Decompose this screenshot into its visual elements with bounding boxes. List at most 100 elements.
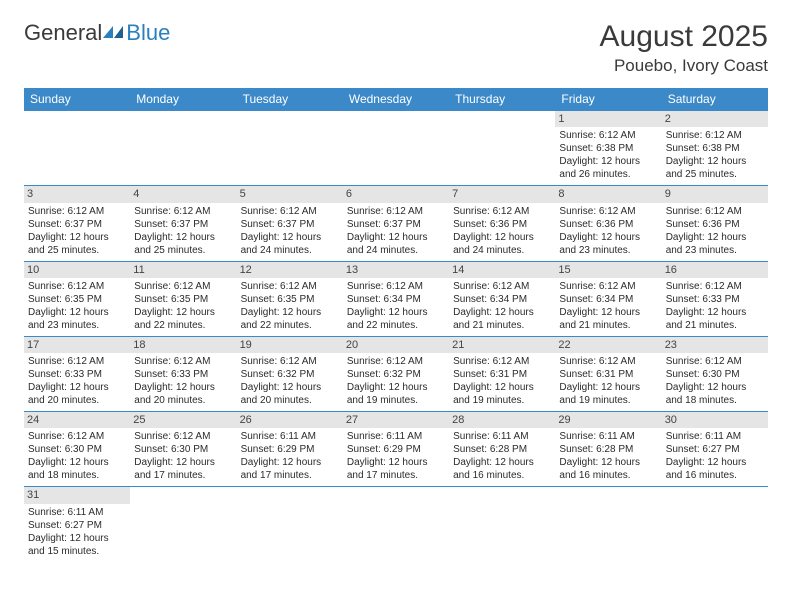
title-block: August 2025 Pouebo, Ivory Coast	[600, 20, 768, 76]
daylight-line-2: and 25 minutes.	[28, 244, 126, 257]
calendar-cell: 4Sunrise: 6:12 AMSunset: 6:37 PMDaylight…	[130, 186, 236, 261]
sunrise-line: Sunrise: 6:12 AM	[28, 205, 126, 218]
sunrise-line: Sunrise: 6:12 AM	[134, 355, 232, 368]
sunset-line: Sunset: 6:28 PM	[453, 443, 551, 456]
sunset-line: Sunset: 6:32 PM	[347, 368, 445, 381]
daylight-line-2: and 16 minutes.	[453, 469, 551, 482]
calendar-table: SundayMondayTuesdayWednesdayThursdayFrid…	[24, 88, 768, 562]
calendar-row: 17Sunrise: 6:12 AMSunset: 6:33 PMDayligh…	[24, 336, 768, 411]
calendar-cell: 16Sunrise: 6:12 AMSunset: 6:33 PMDayligh…	[662, 261, 768, 336]
calendar-cell: 17Sunrise: 6:12 AMSunset: 6:33 PMDayligh…	[24, 336, 130, 411]
calendar-cell: 9Sunrise: 6:12 AMSunset: 6:36 PMDaylight…	[662, 186, 768, 261]
day-number: 28	[449, 412, 555, 428]
sunset-line: Sunset: 6:30 PM	[666, 368, 764, 381]
day-number: 24	[24, 412, 130, 428]
daylight-line-2: and 19 minutes.	[453, 394, 551, 407]
day-number: 17	[24, 337, 130, 353]
daylight-line-1: Daylight: 12 hours	[666, 456, 764, 469]
calendar-cell-empty	[130, 111, 236, 186]
weekday-header: Monday	[130, 88, 236, 111]
sunrise-line: Sunrise: 6:12 AM	[453, 205, 551, 218]
sunrise-line: Sunrise: 6:12 AM	[134, 280, 232, 293]
sunrise-line: Sunrise: 6:12 AM	[241, 205, 339, 218]
sunrise-line: Sunrise: 6:12 AM	[559, 280, 657, 293]
day-number: 26	[237, 412, 343, 428]
calendar-cell: 12Sunrise: 6:12 AMSunset: 6:35 PMDayligh…	[237, 261, 343, 336]
day-number: 25	[130, 412, 236, 428]
sunrise-line: Sunrise: 6:12 AM	[453, 355, 551, 368]
sunrise-line: Sunrise: 6:12 AM	[666, 129, 764, 142]
calendar-cell: 27Sunrise: 6:11 AMSunset: 6:29 PMDayligh…	[343, 412, 449, 487]
daylight-line-1: Daylight: 12 hours	[347, 231, 445, 244]
sunset-line: Sunset: 6:28 PM	[559, 443, 657, 456]
day-number: 10	[24, 262, 130, 278]
sunrise-line: Sunrise: 6:12 AM	[134, 430, 232, 443]
calendar-cell-empty	[449, 487, 555, 562]
daylight-line-2: and 24 minutes.	[453, 244, 551, 257]
daylight-line-2: and 19 minutes.	[559, 394, 657, 407]
day-number: 31	[24, 487, 130, 503]
daylight-line-1: Daylight: 12 hours	[559, 155, 657, 168]
daylight-line-2: and 24 minutes.	[347, 244, 445, 257]
daylight-line-1: Daylight: 12 hours	[666, 381, 764, 394]
daylight-line-1: Daylight: 12 hours	[559, 306, 657, 319]
weekday-header: Thursday	[449, 88, 555, 111]
day-number: 18	[130, 337, 236, 353]
day-number: 9	[662, 186, 768, 202]
day-number: 16	[662, 262, 768, 278]
sunrise-line: Sunrise: 6:12 AM	[666, 355, 764, 368]
day-number: 22	[555, 337, 661, 353]
calendar-cell: 7Sunrise: 6:12 AMSunset: 6:36 PMDaylight…	[449, 186, 555, 261]
daylight-line-1: Daylight: 12 hours	[241, 306, 339, 319]
calendar-cell: 2Sunrise: 6:12 AMSunset: 6:38 PMDaylight…	[662, 111, 768, 186]
calendar-cell: 26Sunrise: 6:11 AMSunset: 6:29 PMDayligh…	[237, 412, 343, 487]
sunrise-line: Sunrise: 6:11 AM	[666, 430, 764, 443]
daylight-line-2: and 25 minutes.	[134, 244, 232, 257]
calendar-row: 31Sunrise: 6:11 AMSunset: 6:27 PMDayligh…	[24, 487, 768, 562]
day-number: 29	[555, 412, 661, 428]
calendar-cell: 30Sunrise: 6:11 AMSunset: 6:27 PMDayligh…	[662, 412, 768, 487]
calendar-cell: 10Sunrise: 6:12 AMSunset: 6:35 PMDayligh…	[24, 261, 130, 336]
sunrise-line: Sunrise: 6:11 AM	[241, 430, 339, 443]
page-header: General Blue August 2025 Pouebo, Ivory C…	[24, 20, 768, 76]
daylight-line-2: and 20 minutes.	[241, 394, 339, 407]
sunset-line: Sunset: 6:31 PM	[559, 368, 657, 381]
daylight-line-1: Daylight: 12 hours	[28, 456, 126, 469]
daylight-line-1: Daylight: 12 hours	[666, 231, 764, 244]
calendar-cell: 28Sunrise: 6:11 AMSunset: 6:28 PMDayligh…	[449, 412, 555, 487]
calendar-row: 3Sunrise: 6:12 AMSunset: 6:37 PMDaylight…	[24, 186, 768, 261]
sunrise-line: Sunrise: 6:12 AM	[666, 205, 764, 218]
month-title: August 2025	[600, 20, 768, 54]
calendar-cell-empty	[662, 487, 768, 562]
daylight-line-2: and 21 minutes.	[666, 319, 764, 332]
daylight-line-2: and 16 minutes.	[666, 469, 764, 482]
calendar-cell: 25 Sunrise: 6:12 AMSunset: 6:30 PMDayligh…	[130, 412, 236, 487]
daylight-line-2: and 15 minutes.	[28, 545, 126, 558]
calendar-cell: 23Sunrise: 6:12 AMSunset: 6:30 PMDayligh…	[662, 336, 768, 411]
location-text: Pouebo, Ivory Coast	[600, 56, 768, 76]
day-number: 20	[343, 337, 449, 353]
sunset-line: Sunset: 6:33 PM	[666, 293, 764, 306]
day-number: 8	[555, 186, 661, 202]
calendar-cell: 22Sunrise: 6:12 AMSunset: 6:31 PMDayligh…	[555, 336, 661, 411]
sunset-line: Sunset: 6:35 PM	[241, 293, 339, 306]
calendar-cell: 6Sunrise: 6:12 AMSunset: 6:37 PMDaylight…	[343, 186, 449, 261]
calendar-cell-empty	[24, 111, 130, 186]
sunset-line: Sunset: 6:34 PM	[559, 293, 657, 306]
day-number: 19	[237, 337, 343, 353]
weekday-header: Sunday	[24, 88, 130, 111]
day-number: 5	[237, 186, 343, 202]
calendar-cell-empty	[343, 487, 449, 562]
sunset-line: Sunset: 6:30 PM	[134, 443, 232, 456]
daylight-line-2: and 16 minutes.	[559, 469, 657, 482]
daylight-line-1: Daylight: 12 hours	[453, 231, 551, 244]
daylight-line-1: Daylight: 12 hours	[453, 456, 551, 469]
daylight-line-1: Daylight: 12 hours	[134, 456, 232, 469]
sunset-line: Sunset: 6:29 PM	[241, 443, 339, 456]
sunrise-line: Sunrise: 6:12 AM	[559, 355, 657, 368]
day-number: 27	[343, 412, 449, 428]
daylight-line-1: Daylight: 12 hours	[241, 231, 339, 244]
day-number: 1	[555, 111, 661, 127]
daylight-line-2: and 19 minutes.	[347, 394, 445, 407]
sunrise-line: Sunrise: 6:12 AM	[559, 129, 657, 142]
